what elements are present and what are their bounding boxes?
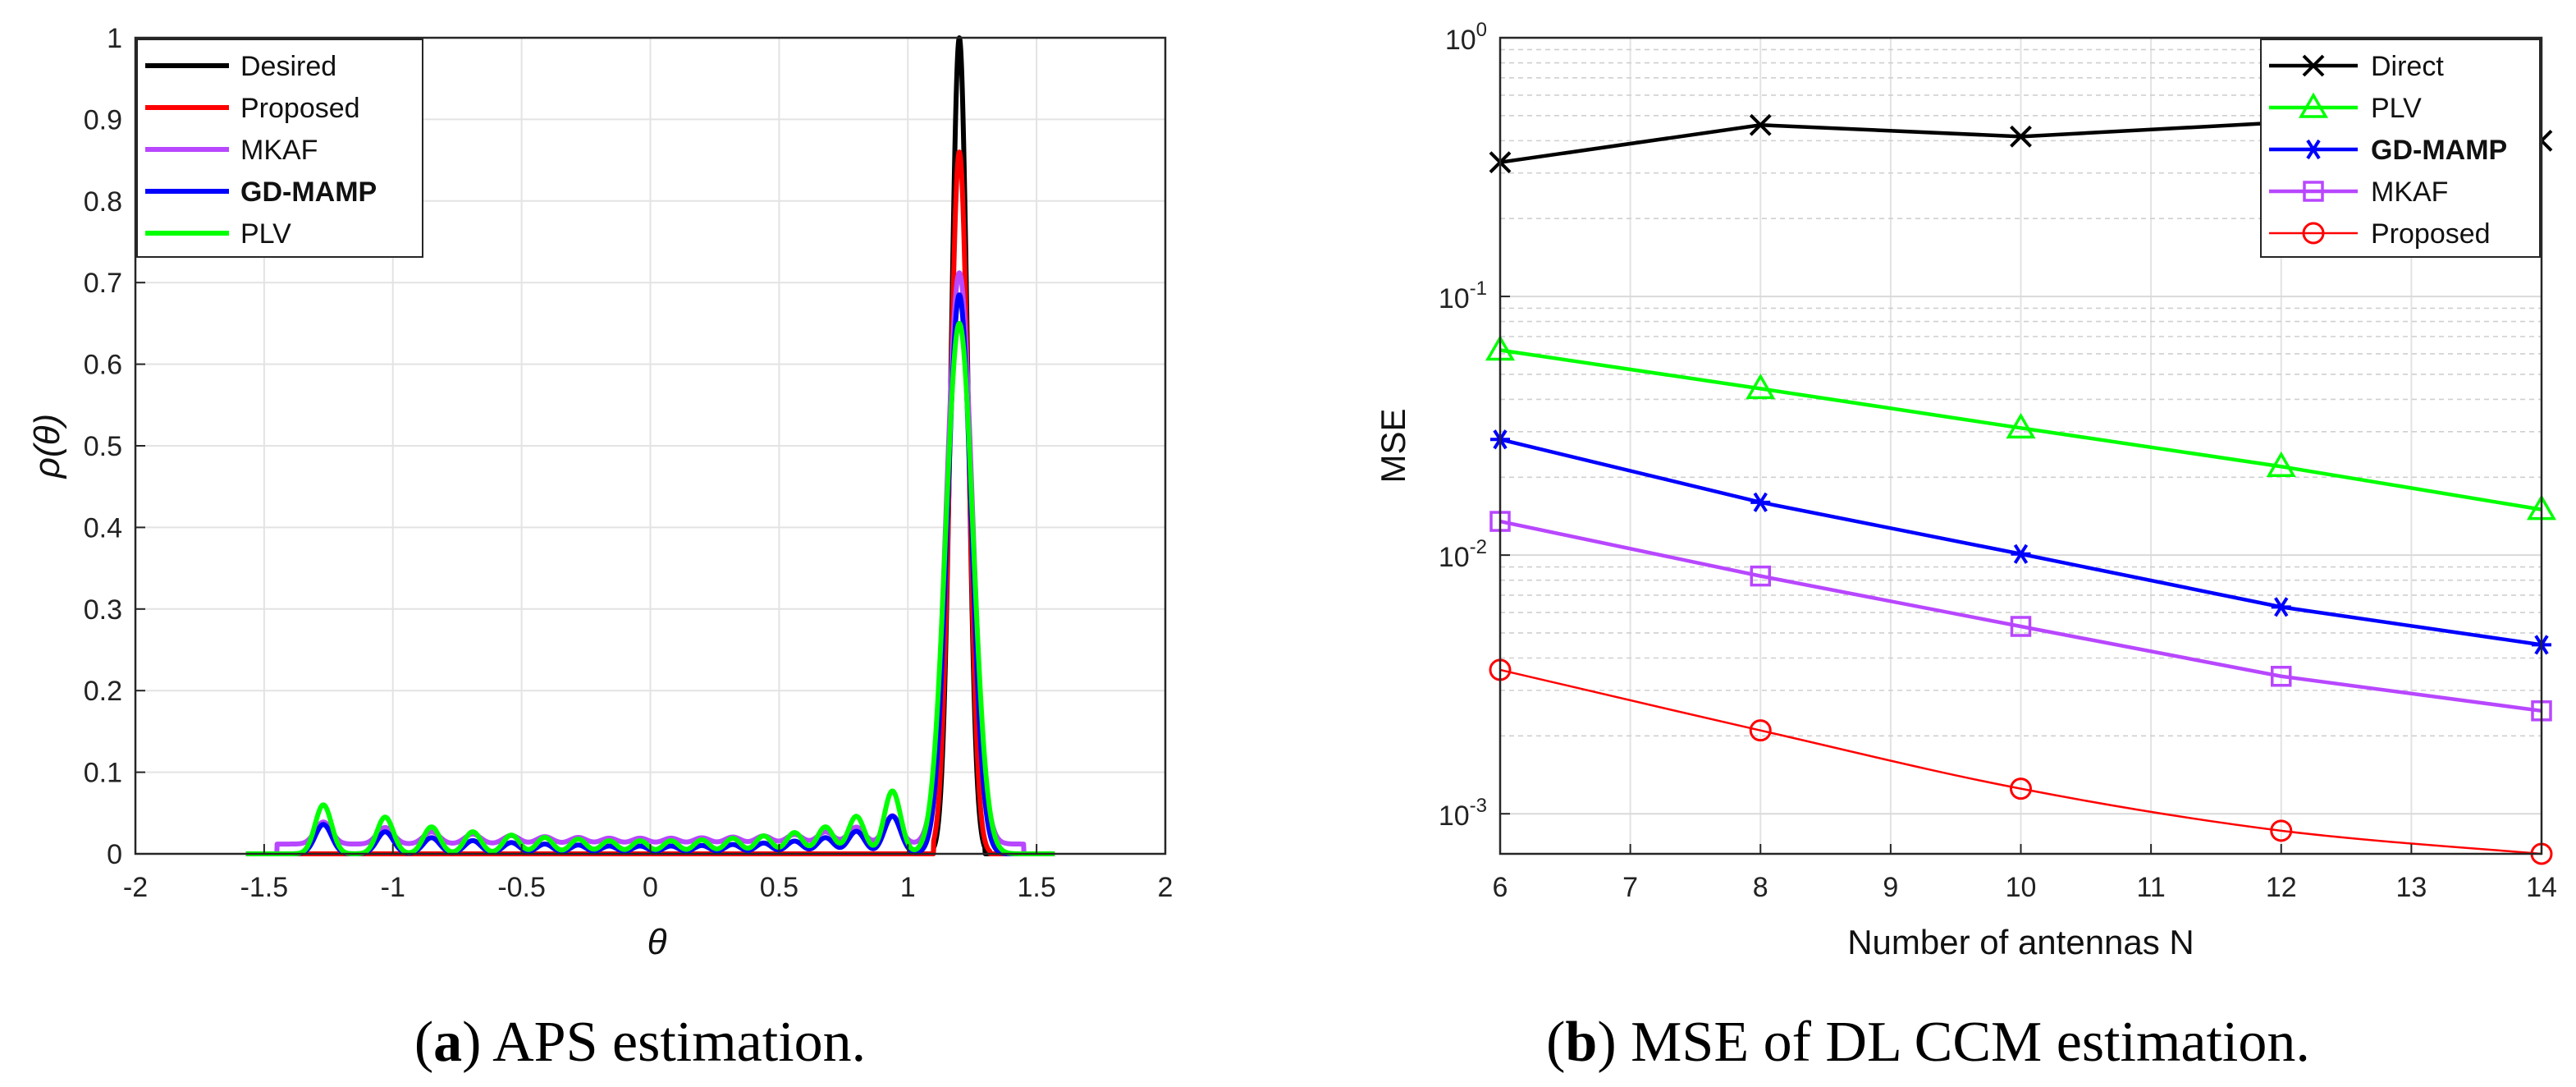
y-tick-label: 100 bbox=[1445, 19, 1487, 56]
data-point-plv bbox=[2006, 412, 2036, 439]
y-tick-label-0-5: 0.5 bbox=[84, 431, 122, 462]
data-point-proposed bbox=[2270, 819, 2293, 842]
y-tick-label-0-9: 0.9 bbox=[84, 104, 122, 135]
caption-a-text: APS estimation. bbox=[481, 1011, 867, 1074]
x-tick-label-2: -2 bbox=[123, 872, 148, 903]
y-tick-label: 10-3 bbox=[1439, 795, 1487, 832]
series-line-mkaf bbox=[244, 270, 1057, 856]
y-tick-label-0-3: 0.3 bbox=[84, 594, 122, 626]
data-point-plv bbox=[2266, 451, 2296, 477]
x-axis-label: θ bbox=[647, 922, 667, 962]
data-point-gd-mamp bbox=[1750, 492, 1771, 512]
y-axis-label: ρ(θ) bbox=[27, 414, 67, 479]
aps-chart: -2 -1.5 -1 -0.5 0 0.5 1 1.5 2 0 0.1 0.2 0.3 0.4 0.5 0.6… bbox=[27, 23, 1173, 962]
caption-b: (b) MSE of DL CCM estimation. bbox=[1546, 1011, 2310, 1074]
legend-marker-plv bbox=[2298, 92, 2329, 118]
x-tick-label-0-5: -0.5 bbox=[497, 872, 546, 903]
legend-label-plv: PLV bbox=[2371, 93, 2422, 124]
x-tick-label-13: 13 bbox=[2395, 872, 2427, 903]
legend-label-mkaf: MKAF bbox=[240, 135, 318, 166]
x-tick-label-2: 2 bbox=[1158, 872, 1174, 903]
series-line-plv bbox=[1499, 348, 2542, 511]
x-tick-label-8: 8 bbox=[1753, 872, 1768, 903]
legend-label-direct: Direct bbox=[2371, 51, 2444, 82]
data-point-proposed bbox=[2010, 777, 2032, 800]
y-tick-label-0-8: 0.8 bbox=[84, 186, 122, 218]
x-axis-label: Number of antennas N bbox=[1847, 923, 2194, 961]
legend-marker-proposed bbox=[2302, 222, 2325, 245]
x-tick-label-0-5: 0.5 bbox=[760, 872, 798, 903]
legend-label-proposed: Proposed bbox=[240, 93, 360, 124]
x-tick-label-0: 0 bbox=[643, 872, 658, 903]
y-axis-label: MSE bbox=[1374, 408, 1412, 483]
y-tick-label-1: 1 bbox=[107, 23, 122, 54]
caption-b-text: MSE of DL CCM estimation. bbox=[1616, 1011, 2310, 1074]
x-tick-label-7: 7 bbox=[1622, 872, 1638, 903]
series-line-mkaf bbox=[1499, 519, 2542, 713]
y-tick-label: 10-2 bbox=[1439, 536, 1487, 573]
data-point-gd-mamp bbox=[2271, 597, 2291, 617]
x-tick-label-9: 9 bbox=[1883, 872, 1898, 903]
data-point-mkaf bbox=[2271, 665, 2292, 687]
x-tick-label-6: 6 bbox=[1493, 872, 1508, 903]
y-tick-label: 10-1 bbox=[1439, 277, 1487, 314]
legend-label-mkaf: MKAF bbox=[2371, 177, 2448, 208]
legend-label-gd-mamp: GD-MAMP bbox=[240, 177, 377, 208]
x-tick-label-14: 14 bbox=[2526, 872, 2557, 903]
caption-b-label: b bbox=[1565, 1011, 1598, 1074]
data-point-proposed bbox=[1749, 719, 1772, 742]
data-point-plv bbox=[1746, 373, 1776, 400]
x-tick-label-11: 11 bbox=[2136, 872, 2165, 903]
x-tick-label-1: -1 bbox=[381, 872, 405, 903]
y-tick-label-0-6: 0.6 bbox=[84, 350, 122, 381]
legend-marker-gd-mamp bbox=[2304, 139, 2323, 160]
data-point-mkaf bbox=[2010, 616, 2032, 637]
x-tick-label-12: 12 bbox=[2266, 872, 2297, 903]
y-tick-label-0-2: 0.2 bbox=[84, 676, 122, 707]
mse-chart: 6 7 8 9 10 11 12 13 14 100 10-1 10-2 10-3 Number of a… bbox=[1374, 19, 2557, 961]
caption-a: (a) APS estimation. bbox=[414, 1011, 867, 1074]
legend-marker-mkaf bbox=[2303, 181, 2324, 202]
series-line-proposed bbox=[1499, 668, 2542, 855]
y-tick-label-0-7: 0.7 bbox=[84, 268, 122, 299]
legend-marker-direct bbox=[2302, 54, 2325, 77]
legend-label-plv: PLV bbox=[240, 218, 291, 250]
x-tick-label-1-5: 1.5 bbox=[1017, 872, 1055, 903]
caption-a-label: a bbox=[433, 1011, 463, 1074]
x-tick-label-10: 10 bbox=[2006, 872, 2037, 903]
y-tick-label-0-1: 0.1 bbox=[84, 758, 122, 789]
data-point-mkaf bbox=[1750, 565, 1771, 587]
y-tick-label-0: 0 bbox=[107, 839, 122, 870]
y-tick-label-0-4: 0.4 bbox=[84, 512, 122, 544]
data-point-direct bbox=[1749, 113, 1772, 136]
data-point-gd-mamp bbox=[2011, 544, 2031, 564]
legend-label-desired: Desired bbox=[240, 51, 336, 82]
legend-label-proposed: Proposed bbox=[2371, 218, 2491, 250]
x-tick-label-1-5: -1.5 bbox=[240, 872, 289, 903]
x-tick-label-1: 1 bbox=[900, 872, 916, 903]
legend-label-gd-mamp: GD-MAMP bbox=[2371, 135, 2507, 166]
data-point-direct bbox=[2010, 125, 2032, 148]
